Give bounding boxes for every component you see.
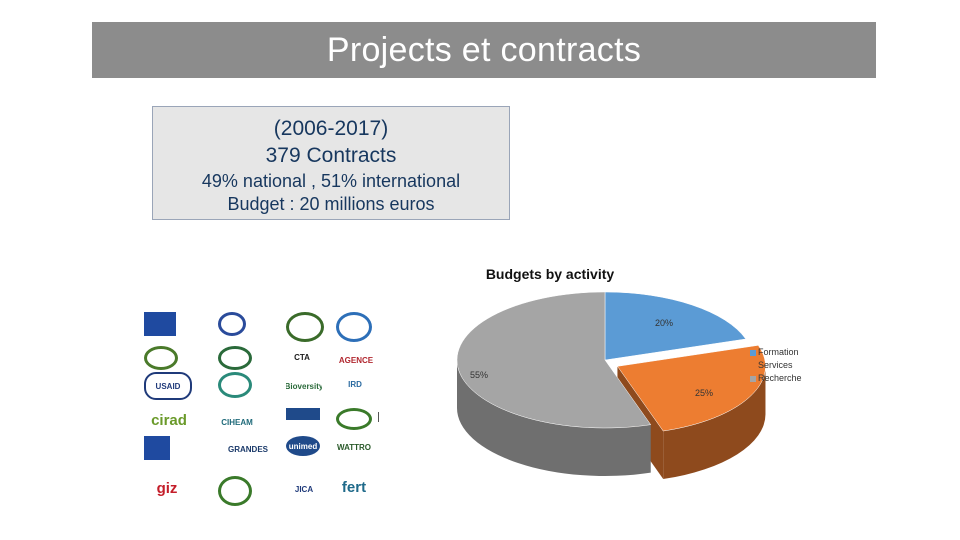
logo-kmd [218,372,252,398]
legend-item-formation: Formation [750,346,802,359]
logo-eu [144,312,176,336]
logo-cirad: cirad [151,411,187,429]
logo-ilaga [336,408,372,430]
logo-jica: JICA [294,484,314,494]
logo-fao [336,312,372,342]
logo-unimed: unimed [286,436,320,456]
logo-agence: AGENCE [338,355,374,365]
pie-side-services [663,366,766,480]
logo-madea [286,312,324,342]
logo-cta: CTA [294,352,310,362]
separator-mark [378,412,379,422]
logo-pnud [144,436,170,460]
slide-title: Projects et contracts [326,30,642,69]
logo-bioversity: Bioversity [286,381,322,391]
logo-africa [218,346,252,370]
summary-split: 49% national , 51% international [201,170,461,191]
summary-budget: Budget : 20 millions euros [227,193,435,214]
chart-title: Budgets by activity [485,266,615,282]
logo-usaid: USAID [144,372,192,400]
logo-giz: giz [156,479,178,497]
pie-side-recherche [457,360,651,476]
chart-legend: Formation Services Recherche [750,346,802,385]
legend-swatch-formation [750,349,756,356]
pie-chart: 20% 25% 55% [456,291,766,480]
legend-swatch-recherche [750,375,756,382]
logo-ciheam: CIHEAM [221,417,253,427]
logo-grandes-ecoles: GRANDES [227,444,268,454]
legend-item-recherche: Recherche [750,372,802,385]
logo-emblem [218,476,252,506]
pie-label-formation: 20% [655,318,673,328]
logo-star [218,312,246,336]
logo-wattro: WATTRO [336,442,372,452]
summary-period: (2006-2017) [273,117,389,140]
legend-label-formation: Formation [758,347,799,357]
partner-logos: CTA AGENCE USAID Bioversity IRD cirad CIHEAM GR… [136,308,376,520]
logo-fert: fert [341,478,367,496]
logo-seal [144,346,178,370]
pie-slice-formation [604,291,747,361]
legend-label-services: Services [758,360,793,370]
legend-swatch-services [750,362,756,369]
summary-box: (2006-2017) 379 Contracts 49% national ,… [152,106,510,220]
logo-ird: IRD [348,379,362,389]
legend-item-services: Services [750,359,802,372]
pie-label-services: 25% [695,388,713,398]
pie-slice-recherche [456,291,652,429]
pie-slice-services [617,345,766,432]
legend-label-recherche: Recherche [758,373,802,383]
slide-title-bar: Projects et contracts [92,22,876,78]
summary-contracts: 379 Contracts [265,144,397,168]
pie-label-recherche: 55% [470,370,488,380]
logo-bluebar [286,408,320,420]
